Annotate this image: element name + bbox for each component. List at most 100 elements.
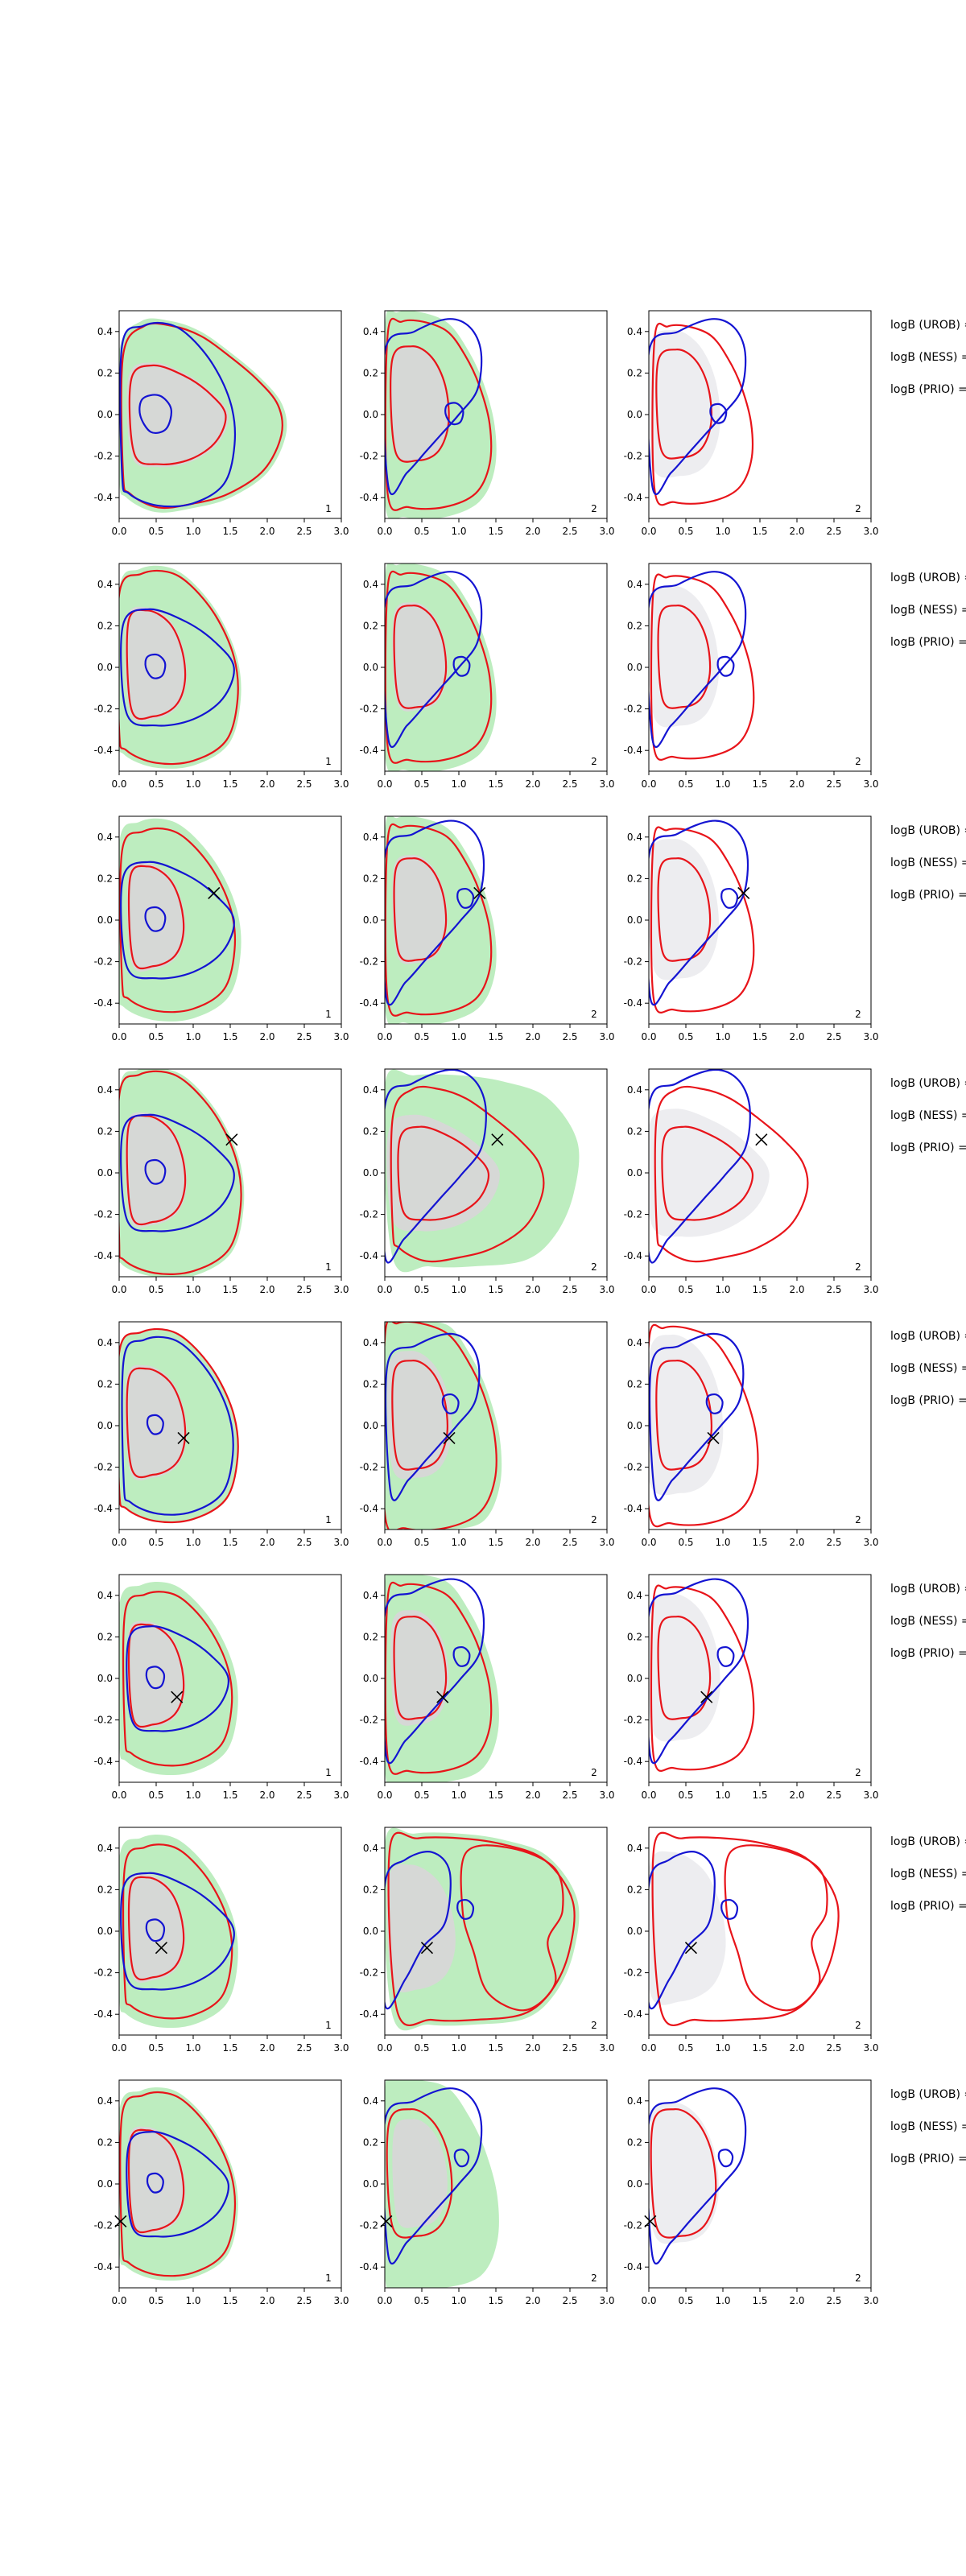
row-6: 0.0 0.5 1.0 1.5 2.0 2.5 3.0-0.4-0.20.00.20.410… (94, 1574, 966, 1801)
y-tick-label: -0.2 (360, 1967, 378, 1979)
blue-contour-4 (145, 1918, 166, 1942)
y-tick-label: 0.2 (97, 1884, 113, 1895)
y-tick-label: -0.4 (624, 2261, 642, 2273)
y-tick-label: 0.2 (363, 367, 378, 378)
blue-contour-4 (145, 1666, 166, 1690)
blue-contour-4 (720, 1898, 739, 1920)
x-tick-label: 0.0 (377, 1537, 392, 1548)
y-tick-label: 0.2 (627, 873, 642, 884)
x-tick-label: 0.0 (641, 2042, 656, 2054)
x-tick-label: 0.0 (111, 2295, 126, 2306)
row-3: 0.0 0.5 1.0 1.5 2.0 2.5 3.0-0.4-0.20.00.20.410… (94, 815, 966, 1042)
y-tick-label: 0.0 (363, 1926, 378, 1937)
panel-r2-c3: 0.0 0.5 1.0 1.5 2.0 2.5 3.0 -0.4 -0.2 0.0 0.2 0.4 2 (624, 563, 879, 790)
x-tick-label: 0.5 (414, 1031, 429, 1042)
x-tick-label: 2.5 (826, 1790, 841, 1801)
x-tick-label: 2.0 (525, 2295, 540, 2306)
y-tick-label: 0.4 (97, 326, 113, 337)
y-tick-label: -0.4 (360, 2008, 378, 2020)
density-fill-2 (392, 602, 448, 712)
legend-urob: logB (UROB) = (890, 824, 966, 837)
y-tick-label: -0.2 (94, 2220, 113, 2231)
panel-label: 2 (591, 1009, 597, 1020)
red-contour-2 (661, 1125, 754, 1221)
x-tick-label: 0.5 (148, 2042, 163, 2054)
blue-contour-4 (146, 2172, 164, 2194)
y-tick-label: 0.2 (97, 620, 113, 631)
x-tick-label: 2.0 (525, 778, 540, 790)
y-tick-label: -0.2 (360, 1462, 378, 1473)
x-tick-label: 0.5 (148, 1537, 163, 1548)
x-tick-label: 2.5 (296, 1537, 312, 1548)
y-tick-label: 0.2 (97, 367, 113, 378)
blue-contour-2 (649, 2087, 747, 2264)
y-tick-label: -0.4 (624, 492, 642, 503)
y-tick-label: 0.4 (627, 832, 642, 843)
y-tick-label: 0.2 (97, 1378, 113, 1389)
panel-r4-c3: 0.0 0.5 1.0 1.5 2.0 2.5 3.0 -0.4 -0.2 0.0 0.2 0.4 2 (624, 1068, 879, 1295)
x-tick-label: 2.0 (525, 526, 540, 537)
plot-area (119, 1069, 245, 1277)
y-tick-label: -0.2 (94, 1967, 113, 1979)
plot-area (649, 2087, 747, 2264)
x-tick-label: 1.5 (752, 526, 767, 537)
density-fill-2 (125, 606, 188, 723)
y-tick-label: -0.4 (360, 492, 378, 503)
x-tick-label: 3.0 (599, 1537, 614, 1548)
row-1: 0.0 0.5 1.0 1.5 2.0 2.5 3.0-0.4-0.20.00.20.410… (94, 310, 966, 537)
y-tick-label: 0.4 (627, 1843, 642, 1854)
x-tick-label: 2.0 (789, 526, 804, 537)
x-tick-label: 3.0 (599, 1790, 614, 1801)
y-tick-label: 0.0 (363, 1420, 378, 1431)
x-tick-label: 2.0 (525, 1284, 540, 1295)
red-contour-2 (460, 1844, 564, 2012)
panel-label: 2 (855, 1514, 861, 1525)
x-tick-label: 0.0 (377, 1031, 392, 1042)
x-tick-label: 1.0 (451, 1284, 466, 1295)
x-tick-label: 3.0 (333, 778, 349, 790)
y-tick-label: 0.4 (363, 326, 378, 337)
legend-ness: logB (NESS) = (890, 1362, 966, 1375)
blue-contour-3 (120, 1872, 235, 1991)
y-tick-label: 0.4 (627, 326, 642, 337)
density-fill-1 (649, 330, 720, 478)
y-tick-label: 0.4 (363, 1337, 378, 1348)
panel-r7-c2: 0.0 0.5 1.0 1.5 2.0 2.5 3.0 -0.4 -0.2 0.0 0.2 0.4 2 (360, 1827, 615, 2054)
x-tick-label: 3.0 (333, 1537, 349, 1548)
x-tick-label: 0.0 (111, 1031, 126, 1042)
x-tick-label: 0.0 (377, 2295, 392, 2306)
x-tick-label: 1.5 (222, 526, 237, 537)
x-tick-label: 1.0 (451, 2042, 466, 2054)
panel-label: 2 (855, 1009, 861, 1020)
blue-contour-4 (441, 1393, 460, 1414)
x-tick-label: 0.5 (414, 526, 429, 537)
y-tick-label: 0.2 (97, 1125, 113, 1137)
x-tick-label: 1.0 (715, 1537, 730, 1548)
blue-contour-4 (144, 1158, 167, 1185)
x-tick-label: 2.0 (259, 1031, 275, 1042)
x-tick-label: 2.5 (562, 1284, 577, 1295)
plot-area (649, 1069, 809, 1264)
legend-ness: logB (NESS) = (890, 1615, 966, 1628)
y-tick-label: 0.2 (363, 873, 378, 884)
x-marker (177, 1431, 190, 1445)
density-fill-2 (392, 855, 448, 964)
x-marker (208, 886, 221, 900)
panel-r5-c1: 0.0 0.5 1.0 1.5 2.0 2.5 3.0 -0.4 -0.2 0.0 0.2 0.4 1 (94, 1321, 349, 1548)
plot-area (649, 1578, 755, 1772)
legend-ness: logB (NESS) = (890, 1868, 966, 1880)
x-tick-label: 2.0 (789, 2042, 804, 2054)
x-tick-label: 1.0 (185, 2295, 200, 2306)
y-tick-label: -0.4 (360, 2261, 378, 2273)
x-tick-label: 0.5 (678, 1790, 693, 1801)
x-tick-label: 1.5 (752, 1031, 767, 1042)
legend-r4: logB (UROB) = logB (NESS) = logB (PRIO) = (890, 1077, 966, 1154)
x-tick-label: 1.0 (451, 1790, 466, 1801)
y-tick-label: -0.4 (94, 745, 113, 756)
x-tick-label: 0.0 (641, 1790, 656, 1801)
x-tick-label: 2.0 (259, 1790, 275, 1801)
y-tick-label: 0.4 (627, 1084, 642, 1096)
x-tick-label: 3.0 (599, 1284, 614, 1295)
x-tick-label: 0.0 (377, 778, 392, 790)
plot-area (385, 564, 497, 771)
